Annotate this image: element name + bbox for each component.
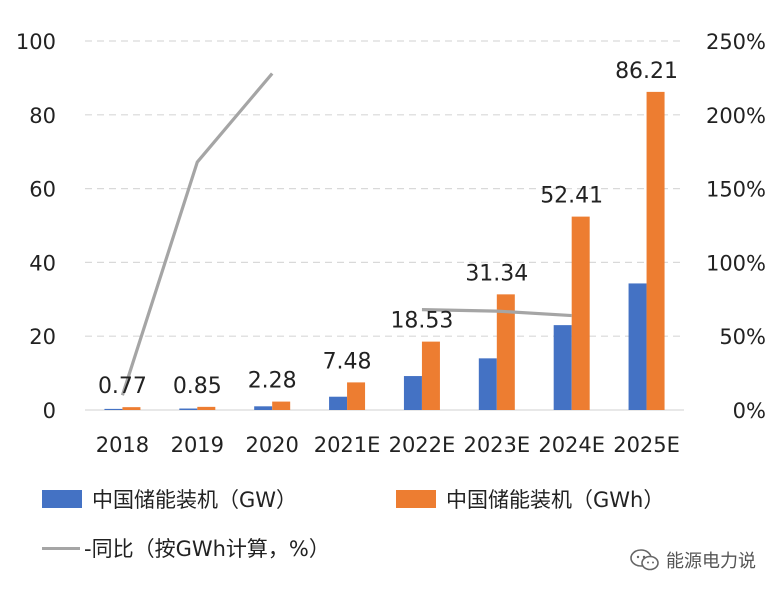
bar-gwh <box>571 216 590 410</box>
line-segment <box>120 72 274 396</box>
x-tick-label: 2020 <box>245 433 298 457</box>
gridlines <box>85 40 684 411</box>
legend-item-gwh: 中国储能装机（GWh） <box>396 484 664 514</box>
data-label: 2.28 <box>248 369 297 394</box>
x-tick-label: 2025E <box>613 433 680 457</box>
bar-gw <box>553 325 572 410</box>
right-tick-label: 250% <box>706 30 766 54</box>
data-label: 18.53 <box>390 309 453 334</box>
data-label: 31.34 <box>465 261 528 286</box>
x-tick-label: 2023E <box>463 433 530 457</box>
bar-gw <box>254 406 273 410</box>
bar-gw <box>179 408 198 410</box>
bar-gwh <box>347 382 366 410</box>
bar-gwh <box>197 406 216 410</box>
legend-label-gw: 中国储能装机（GW） <box>92 488 298 512</box>
right-tick-label: 150% <box>706 178 766 202</box>
x-tick-label: 2024E <box>538 433 605 457</box>
bar-gwh <box>496 294 515 410</box>
data-label: 86.21 <box>615 59 678 84</box>
bar-gwh <box>122 407 141 410</box>
legend-swatch-yoy <box>42 546 80 550</box>
x-tick-label: 2019 <box>171 433 224 457</box>
legend-item-gw: 中国储能装机（GW） <box>42 484 297 514</box>
x-tick-label: 2021E <box>314 433 381 457</box>
left-tick-label: 80 <box>29 104 56 128</box>
legend-label-yoy: -同比（按GWh计算，%） <box>84 537 330 561</box>
right-axis-ticks: 0% 50% 100% 150% 200% 250% <box>706 30 766 423</box>
data-label: 52.41 <box>540 184 603 209</box>
line-segment <box>421 308 572 318</box>
left-tick-label: 60 <box>29 178 56 202</box>
legend-swatch-gw <box>42 490 82 508</box>
bar-gw <box>628 283 647 410</box>
bar-gwh <box>646 91 665 410</box>
left-tick-label: 20 <box>29 325 56 349</box>
legend: 中国储能装机（GW） 中国储能装机（GWh） -同比（按GWh计算，%） <box>0 478 774 588</box>
bar-series <box>104 91 665 410</box>
data-label: 0.85 <box>173 374 222 399</box>
left-tick-label: 40 <box>29 251 56 275</box>
bar-gw <box>403 376 422 410</box>
legend-swatch-gwh <box>396 490 436 508</box>
bar-gw <box>329 396 348 410</box>
bar-gwh <box>272 401 291 410</box>
x-tick-label: 2018 <box>96 433 149 457</box>
legend-label-gwh: 中国储能装机（GWh） <box>446 488 665 512</box>
left-tick-label: 100 <box>16 30 56 54</box>
watermark-text: 能源电力说 <box>666 551 756 572</box>
x-axis-ticks: 2018 2019 2020 2021E 2022E 2023E 2024E 2025E <box>96 433 680 457</box>
bar-gw <box>104 408 123 410</box>
right-tick-label: 100% <box>706 251 766 275</box>
left-axis-ticks: 0 20 40 60 80 100 <box>16 30 56 423</box>
watermark: 能源电力说 <box>630 547 756 573</box>
right-tick-label: 200% <box>706 104 766 128</box>
data-label: 0.77 <box>98 374 147 399</box>
bar-gw <box>478 358 497 410</box>
bar-gwh <box>421 341 440 410</box>
left-tick-label: 0 <box>43 399 56 423</box>
data-labels: 0.77 0.85 2.28 7.48 18.53 31.34 52.41 86.21 <box>98 59 678 399</box>
wechat-icon <box>630 549 659 571</box>
line-series <box>120 72 572 396</box>
x-tick-label: 2022E <box>389 433 456 457</box>
data-label: 7.48 <box>323 349 372 374</box>
legend-item-yoy: -同比（按GWh计算，%） <box>42 533 330 563</box>
right-tick-label: 50% <box>719 325 766 349</box>
right-tick-label: 0% <box>733 399 766 423</box>
